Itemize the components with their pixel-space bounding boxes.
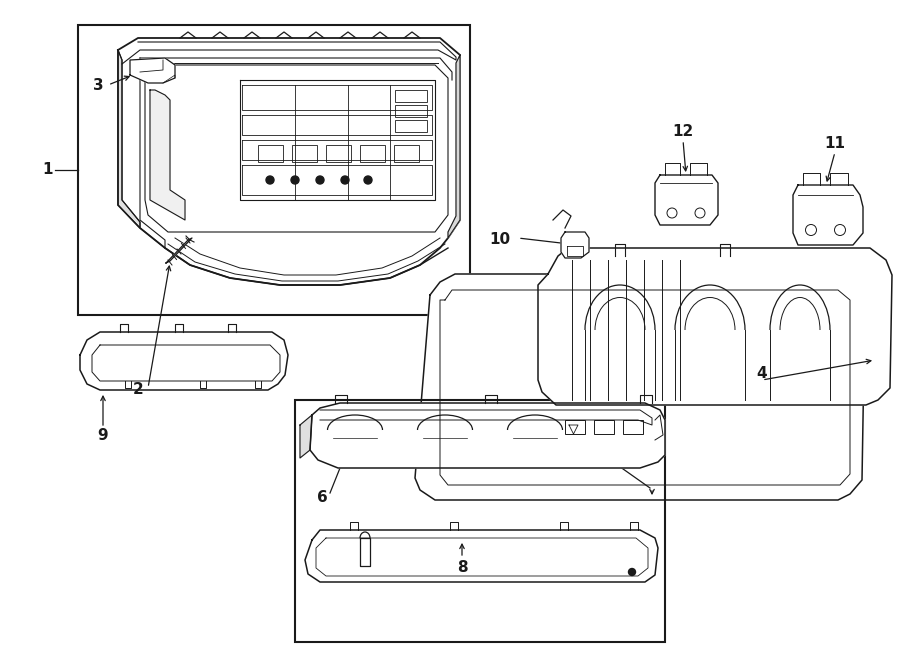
Polygon shape (118, 38, 460, 285)
Circle shape (266, 176, 274, 184)
Text: 2: 2 (132, 383, 143, 397)
Bar (78, 25, 470, 315)
Bar (395, 90, 427, 102)
Polygon shape (561, 232, 589, 258)
Polygon shape (305, 530, 658, 582)
Polygon shape (310, 403, 665, 468)
Text: 6: 6 (317, 490, 328, 506)
Polygon shape (80, 332, 288, 390)
Polygon shape (793, 185, 863, 245)
Polygon shape (240, 80, 435, 200)
Polygon shape (145, 65, 448, 232)
Text: 11: 11 (824, 137, 845, 151)
Text: 4: 4 (757, 366, 768, 381)
Circle shape (316, 176, 324, 184)
Bar (292, 145, 317, 162)
Polygon shape (538, 248, 892, 405)
Polygon shape (655, 175, 718, 225)
Bar (258, 145, 283, 162)
Bar (395, 105, 427, 117)
Polygon shape (300, 415, 312, 458)
Bar (295, 400, 665, 642)
Circle shape (628, 568, 635, 576)
Polygon shape (415, 274, 865, 500)
Circle shape (341, 176, 349, 184)
Polygon shape (360, 538, 370, 566)
Polygon shape (118, 50, 140, 228)
Text: 3: 3 (93, 79, 104, 93)
Bar (326, 145, 351, 162)
Bar (565, 420, 585, 434)
Text: 8: 8 (456, 561, 467, 576)
Bar (360, 145, 385, 162)
Text: 5: 5 (560, 412, 571, 428)
Text: 7: 7 (323, 535, 333, 551)
Polygon shape (448, 55, 460, 238)
Polygon shape (130, 58, 175, 83)
Text: 10: 10 (490, 233, 510, 247)
Bar (623, 420, 643, 434)
Bar (594, 420, 614, 434)
Bar (394, 145, 419, 162)
Text: 1: 1 (43, 163, 53, 178)
Bar (395, 120, 427, 132)
Circle shape (291, 176, 299, 184)
Polygon shape (166, 238, 192, 263)
Polygon shape (150, 90, 185, 220)
Text: 12: 12 (672, 124, 694, 139)
Circle shape (364, 176, 372, 184)
Text: 9: 9 (98, 428, 108, 444)
